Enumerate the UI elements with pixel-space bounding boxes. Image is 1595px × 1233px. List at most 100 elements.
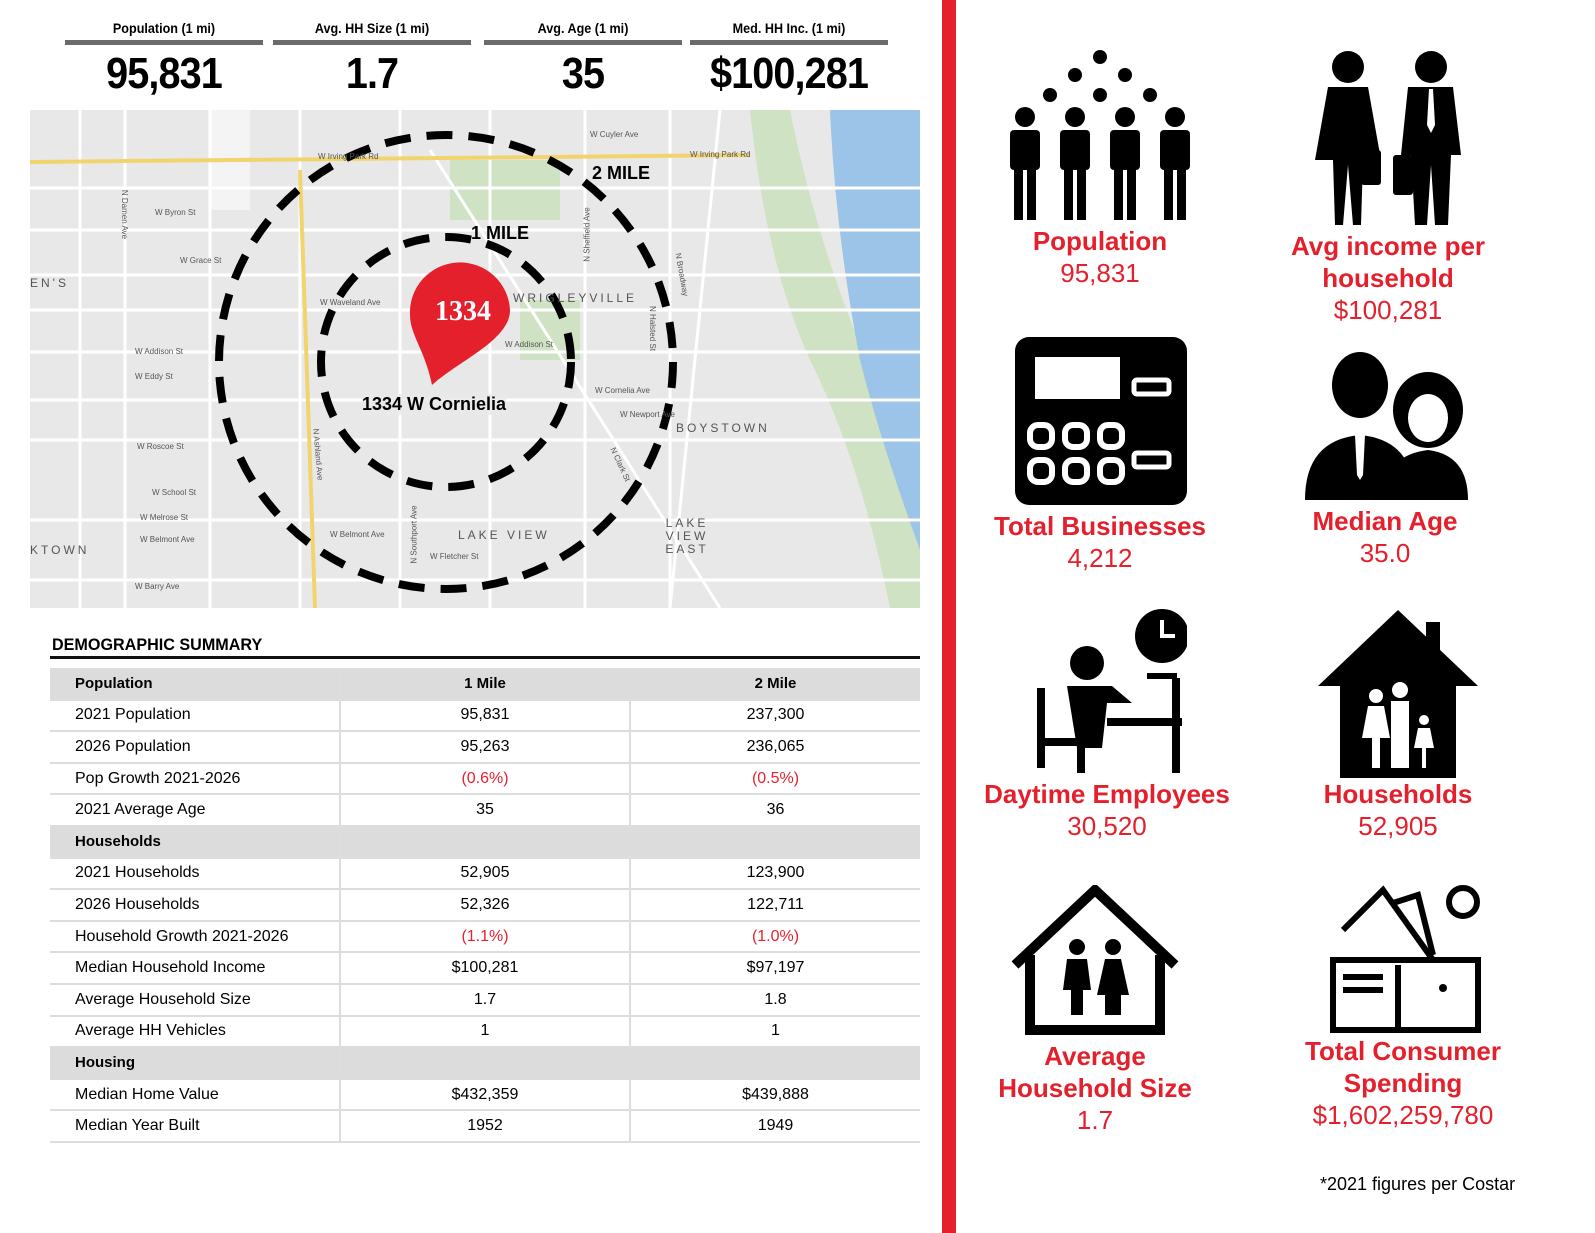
map-label: N Southport Ave [409,505,419,564]
ring-2-mile-label: 2 MILE [592,163,651,183]
map-label: W Grace St [180,256,222,265]
map-label: W Cuyler Ave [590,130,639,139]
cell-2-mile: 1.8 [630,983,920,1017]
divider [690,40,888,45]
stat-hh-size: Avg. HH Size (1 mi) 1.7 [273,20,471,99]
map-streets [30,110,920,608]
table-row: Household Growth 2021-2026 (1.1%) (1.0%) [50,920,920,954]
divider [484,40,682,45]
cell-2-mile: 237,300 [630,699,920,733]
cell-2-mile: $97,197 [630,952,920,985]
cell-2-mile: 122,711 [630,889,920,922]
card-households: Households 52,905 [1253,608,1543,842]
cell-1-mile: $100,281 [340,952,631,985]
row-label: 2026 Households [50,889,341,922]
map-label: W Eddy St [135,372,173,381]
cash-register-icon [1015,337,1187,505]
wallet-icon [1330,885,1481,1033]
card-consumer-spending: Total Consumer Spending $1,602,259,780 [1258,885,1548,1131]
business-people-icon [1315,51,1461,225]
empty-cell [630,825,920,859]
map-label: W Waveland Ave [320,298,381,307]
row-label: Median Year Built [50,1110,341,1143]
address-label: 1334 W Cornielia [362,394,507,415]
stat-label: Med. HH Inc. (1 mi) [732,20,846,36]
column-header: 2 Mile [630,668,920,701]
divider [50,656,920,659]
location-pin-icon [409,262,510,385]
cell-1-mile: 52,326 [340,889,631,922]
neighborhood-label: EN'S [30,276,69,290]
neighborhood-label: LAKE VIEW EAST [665,516,709,556]
stat-value: 1.7 [345,49,399,98]
cell-1-mile: $432,359 [340,1078,631,1112]
table-row: 2021 Households 52,905 123,900 [50,857,920,891]
cell-1-mile: 1.7 [340,983,631,1017]
row-label: 2021 Population [50,699,341,733]
cell-2-mile: 1 [630,1015,920,1049]
map-label: W Irving Park Rd [318,152,379,161]
divider [65,40,263,45]
table-row: 2026 Households 52,326 122,711 [50,889,920,922]
cell-1-mile: 95,831 [340,699,631,733]
map-label: W Fletcher St [430,552,479,561]
card-value: 52,905 [1358,811,1438,841]
row-label: Median Household Income [50,952,341,985]
worker-desk-icon [1037,609,1187,773]
neighborhood-label: BOYSTOWN [676,421,770,435]
red-divider [942,0,956,1233]
stat-value: $100,281 [710,49,869,98]
card-title: Daytime Employees [984,779,1230,809]
stat-label: Avg. HH Size (1 mi) [314,20,430,36]
house-kids-icon [1011,885,1179,1035]
cell-2-mile: $439,888 [630,1078,920,1112]
row-label: Pop Growth 2021-2026 [50,762,341,796]
row-label: 2026 Population [50,731,341,764]
section-row: Households [50,825,920,859]
stat-avg-age: Avg. Age (1 mi) 35 [484,20,682,99]
card-title: Households [1323,779,1473,809]
map-label: W Melrose St [140,513,189,522]
card-population: Population 95,831 [955,45,1245,289]
card-median-age: Median Age 35.0 [1240,350,1530,569]
man-woman-icon [1305,352,1468,500]
section-label: Households [50,825,341,859]
card-value: $100,281 [1333,295,1443,325]
row-label: Average Household Size [50,983,341,1017]
section-row: Housing [50,1047,920,1080]
cell-1-mile: 52,905 [340,857,631,891]
map-label: W Addison St [505,340,554,349]
map-label: W Belmont Ave [140,535,195,544]
empty-cell [340,1047,631,1080]
row-label: Median Home Value [50,1078,341,1112]
section-title: DEMOGRAPHIC SUMMARY [52,635,263,654]
family-house-icon [1318,610,1478,778]
map-label: W Barry Ave [135,582,180,591]
cell-1-mile: 1952 [340,1110,631,1143]
cell-2-mile: 36 [630,794,920,827]
cell-2-mile: (0.5%) [630,762,920,796]
cell-1-mile: (1.1%) [340,920,631,954]
neighborhood-label: WRIGLEYVILLE [513,291,638,305]
pin-label: 1334 [435,296,491,327]
card-value: 1.7 [1076,1105,1114,1135]
card-value: $1,602,259,780 [1312,1100,1494,1130]
column-header: Population [50,668,341,701]
card-income: Avg income per household $100,281 [1243,45,1533,326]
card-employees: Daytime Employees 30,520 [962,608,1252,842]
card-title: Total Businesses [994,511,1206,541]
stat-income: Med. HH Inc. (1 mi) $100,281 [690,20,888,99]
map-label: N Sheffield Ave [582,207,592,262]
table-row: 2026 Population 95,263 236,065 [50,731,920,764]
cell-1-mile: (0.6%) [340,762,631,796]
empty-cell [340,825,631,859]
card-hh-size: Average Household Size 1.7 [950,885,1240,1136]
map-label: W Byron St [155,208,196,217]
map-label: W Newport Ave [620,410,675,419]
card-value: 4,212 [1067,543,1133,573]
stat-label: Population (1 mi) [112,20,216,36]
radius-map[interactable]: W Irving Park Rd W Irving Park Rd W Addi… [30,110,920,608]
cell-1-mile: 35 [340,794,631,827]
card-value: 35.0 [1359,538,1411,568]
map-label: W Cornelia Ave [595,386,650,395]
